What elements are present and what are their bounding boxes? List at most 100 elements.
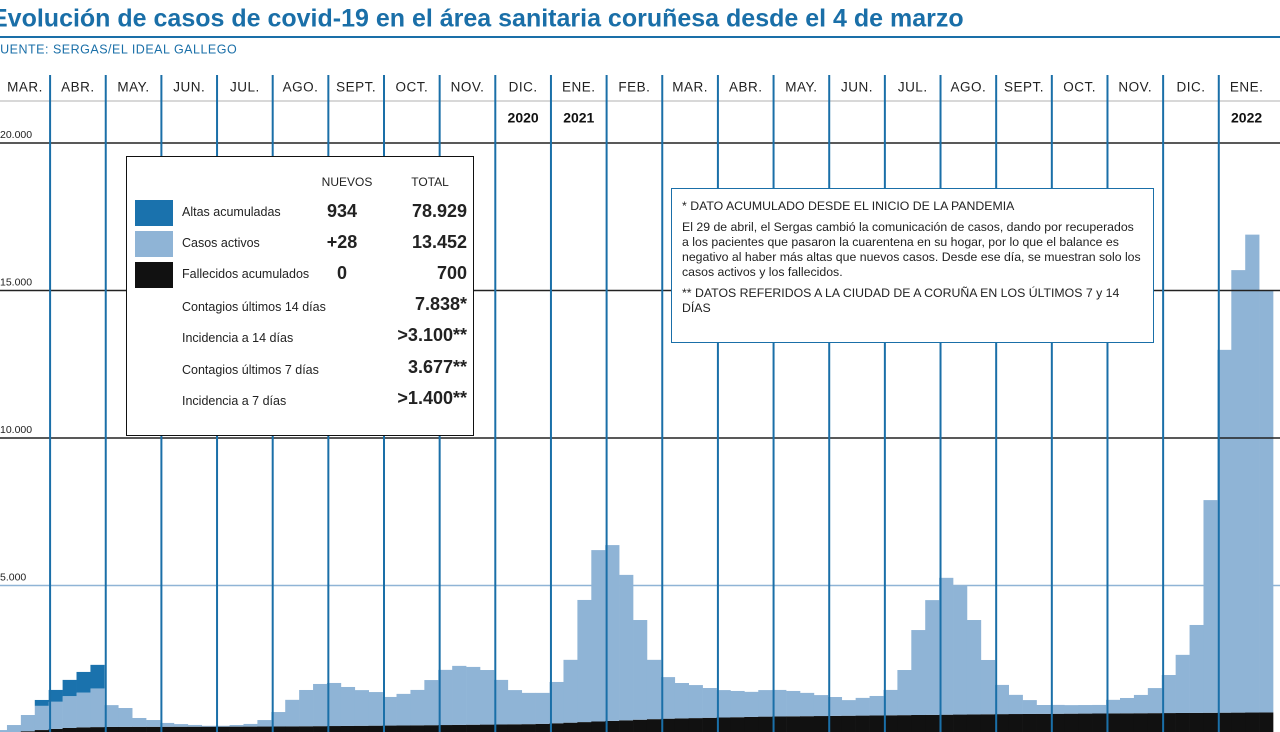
x-tick-label: SEPT. (1004, 80, 1044, 95)
bar-segment (201, 725, 216, 727)
bar-segment (48, 701, 63, 729)
x-tick-label: MAY. (785, 80, 817, 95)
bar-segment (1022, 700, 1037, 714)
bar-segment (980, 714, 996, 732)
bar-segment (438, 669, 453, 726)
bar-segment (160, 726, 175, 732)
legend-label: Casos activos (182, 236, 260, 250)
bar-segment (146, 720, 161, 727)
bar-segment (549, 723, 564, 732)
bar-segment (994, 684, 1009, 715)
x-tick-label: FEB. (618, 80, 650, 95)
bar-segment (841, 715, 856, 732)
y-tick-label: 20.000 (0, 129, 32, 141)
bar-segment (966, 714, 982, 732)
bar-segment (313, 683, 328, 727)
bar-segment (897, 715, 912, 732)
bar-segment (146, 726, 161, 732)
note: ** DATOS REFERIDOS A LA CIUDAD DE A CORU… (682, 286, 1120, 315)
bar-segment (1064, 705, 1079, 714)
bar-segment (34, 705, 49, 731)
bar-segment (90, 727, 105, 732)
bar-segment (257, 720, 272, 727)
bar-segment (104, 705, 119, 727)
bar-segment (1036, 713, 1051, 732)
bar-segment (1106, 699, 1121, 714)
bar-segment (591, 550, 606, 722)
bar-segment (1259, 289, 1274, 713)
bar-segment (354, 690, 369, 726)
indicator-row: Contagios últimos 7 días 3.677** (127, 354, 473, 384)
bar-segment (591, 721, 606, 732)
bar-segment (939, 714, 954, 732)
x-tick-label: NOV. (451, 80, 485, 95)
bar-segment (1092, 713, 1107, 732)
bar-segment (1064, 713, 1079, 732)
x-tick-label: DIC. (1176, 80, 1205, 95)
bar-segment (173, 726, 189, 732)
bar-segment (1189, 712, 1204, 732)
bar-segment (730, 717, 745, 732)
bar-segment (646, 719, 662, 732)
bar-segment (716, 690, 731, 718)
bar-segment (507, 724, 523, 732)
x-tick-label: MAY. (117, 80, 149, 95)
bar-segment (953, 585, 968, 715)
bar-segment (90, 664, 105, 689)
bar-segment (911, 630, 926, 716)
bar-segment (340, 725, 356, 732)
bar-segment (299, 726, 314, 732)
bar-segment (382, 696, 397, 726)
bar-segment (1120, 697, 1135, 714)
x-tick-label: JUN. (841, 80, 873, 95)
bar-segment (980, 659, 996, 715)
x-tick-label: AGO. (283, 80, 319, 95)
bar-segment (535, 692, 550, 724)
bar-segment (786, 690, 801, 717)
bar-segment (688, 685, 703, 719)
bar-segment (424, 680, 439, 726)
bar-segment (1203, 500, 1218, 713)
notes-box: * DATO ACUMULADO DESDE EL INICIO DE LA P… (671, 188, 1154, 343)
legend-total: 78.929 (411, 201, 467, 221)
bar-segment (674, 718, 689, 732)
bar-segment (1106, 713, 1121, 732)
legend-row: Casos activos +28 13.452 (127, 229, 473, 259)
bar-segment (215, 725, 230, 727)
legend-nuevos: 934 (326, 201, 358, 221)
legend-label: Altas acumuladas (182, 205, 281, 219)
bar-segment (285, 726, 300, 732)
bar-segment (368, 692, 383, 726)
bar-segment (90, 688, 105, 728)
bar-segment (1008, 714, 1023, 732)
bar-segment (1189, 624, 1204, 713)
year-label: 2021 (563, 110, 594, 126)
bar-segment (966, 620, 982, 715)
bar-segment (827, 697, 843, 716)
x-tick-label: JUL. (898, 80, 928, 95)
bar-segment (438, 725, 453, 732)
year-label: 2020 (508, 110, 539, 126)
bar-segment (6, 725, 22, 732)
bar-segment (688, 718, 703, 732)
bar-segment (521, 724, 536, 732)
x-tick-label: AGO. (950, 80, 986, 95)
bar-segment (1147, 713, 1163, 732)
bar-segment (577, 599, 592, 723)
indicator-value: >3.100** (397, 325, 467, 346)
bar-segment (76, 692, 91, 728)
x-tick-label: JUN. (173, 80, 205, 95)
bar-segment (716, 717, 731, 732)
bar-segment (507, 690, 523, 725)
bar-segment (1092, 704, 1107, 714)
bar-segment (1217, 712, 1232, 732)
note: El 29 de abril, el Sergas cambió la comu… (682, 220, 1141, 279)
indicator-label: Incidencia a 7 días (182, 393, 287, 408)
indicator-label: Incidencia a 14 días (182, 331, 294, 346)
bar-segment (939, 577, 954, 715)
legend-total: 13.452 (411, 232, 467, 252)
note: * DATO ACUMULADO DESDE EL INICIO DE LA P… (682, 199, 1015, 213)
bar-segment (173, 724, 189, 727)
